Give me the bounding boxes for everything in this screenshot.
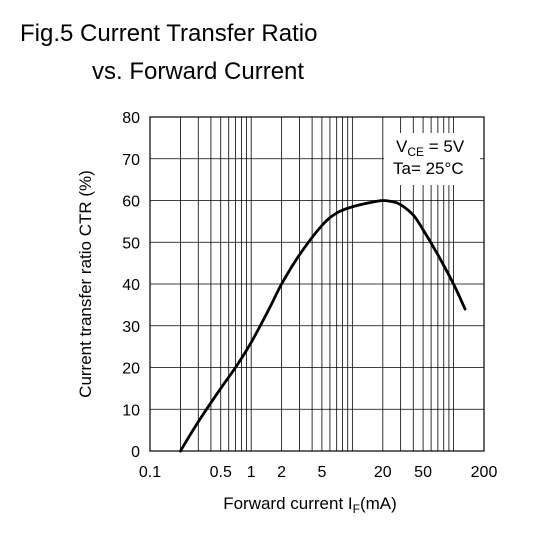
x-tick-label: 5 — [317, 464, 326, 481]
x-axis-label: Forward current IF(mA) — [223, 494, 397, 516]
y-tick-label: 60 — [122, 194, 140, 211]
y-tick-label: 10 — [122, 402, 140, 419]
plot-area-frame — [149, 116, 485, 452]
y-tick-label: 40 — [122, 277, 140, 294]
condition-vce-subscript: CE — [407, 145, 425, 159]
x-tick-label: 200 — [471, 464, 498, 481]
y-tick-label: 50 — [122, 235, 140, 252]
x-tick-label: 50 — [414, 464, 432, 481]
x-tick-label: 0.5 — [210, 464, 232, 481]
y-axis-label: Current transfer ratio CTR (%) — [76, 170, 95, 398]
x-tick-label: 20 — [374, 464, 392, 481]
condition-vce: VCE = 5V — [396, 137, 465, 159]
condition-box — [384, 133, 480, 185]
condition-ta: Ta= 25°C — [393, 159, 464, 178]
x-tick-label: 0.1 — [139, 464, 161, 481]
x-tick-label: 1 — [247, 464, 256, 481]
chart-title-line-1: Fig.5 Current Transfer Ratio — [20, 20, 318, 47]
x-tick-label: 2 — [277, 464, 286, 481]
chart-title-line-2: vs. Forward Current — [92, 58, 305, 85]
condition-vce-value: = 5V — [424, 137, 465, 156]
x-axis-label-main: Forward current I — [223, 494, 353, 513]
x-axis-label-subscript: F — [352, 502, 360, 516]
y-tick-label: 80 — [122, 110, 140, 127]
x-axis-label-unit: (mA) — [359, 494, 397, 513]
condition-vce-main: V — [396, 137, 408, 156]
ctr-curve — [179, 199, 467, 453]
y-tick-label: 20 — [122, 361, 140, 378]
y-tick-label: 70 — [122, 152, 140, 169]
y-tick-label: 30 — [122, 319, 140, 336]
y-tick-label: 0 — [131, 444, 140, 461]
